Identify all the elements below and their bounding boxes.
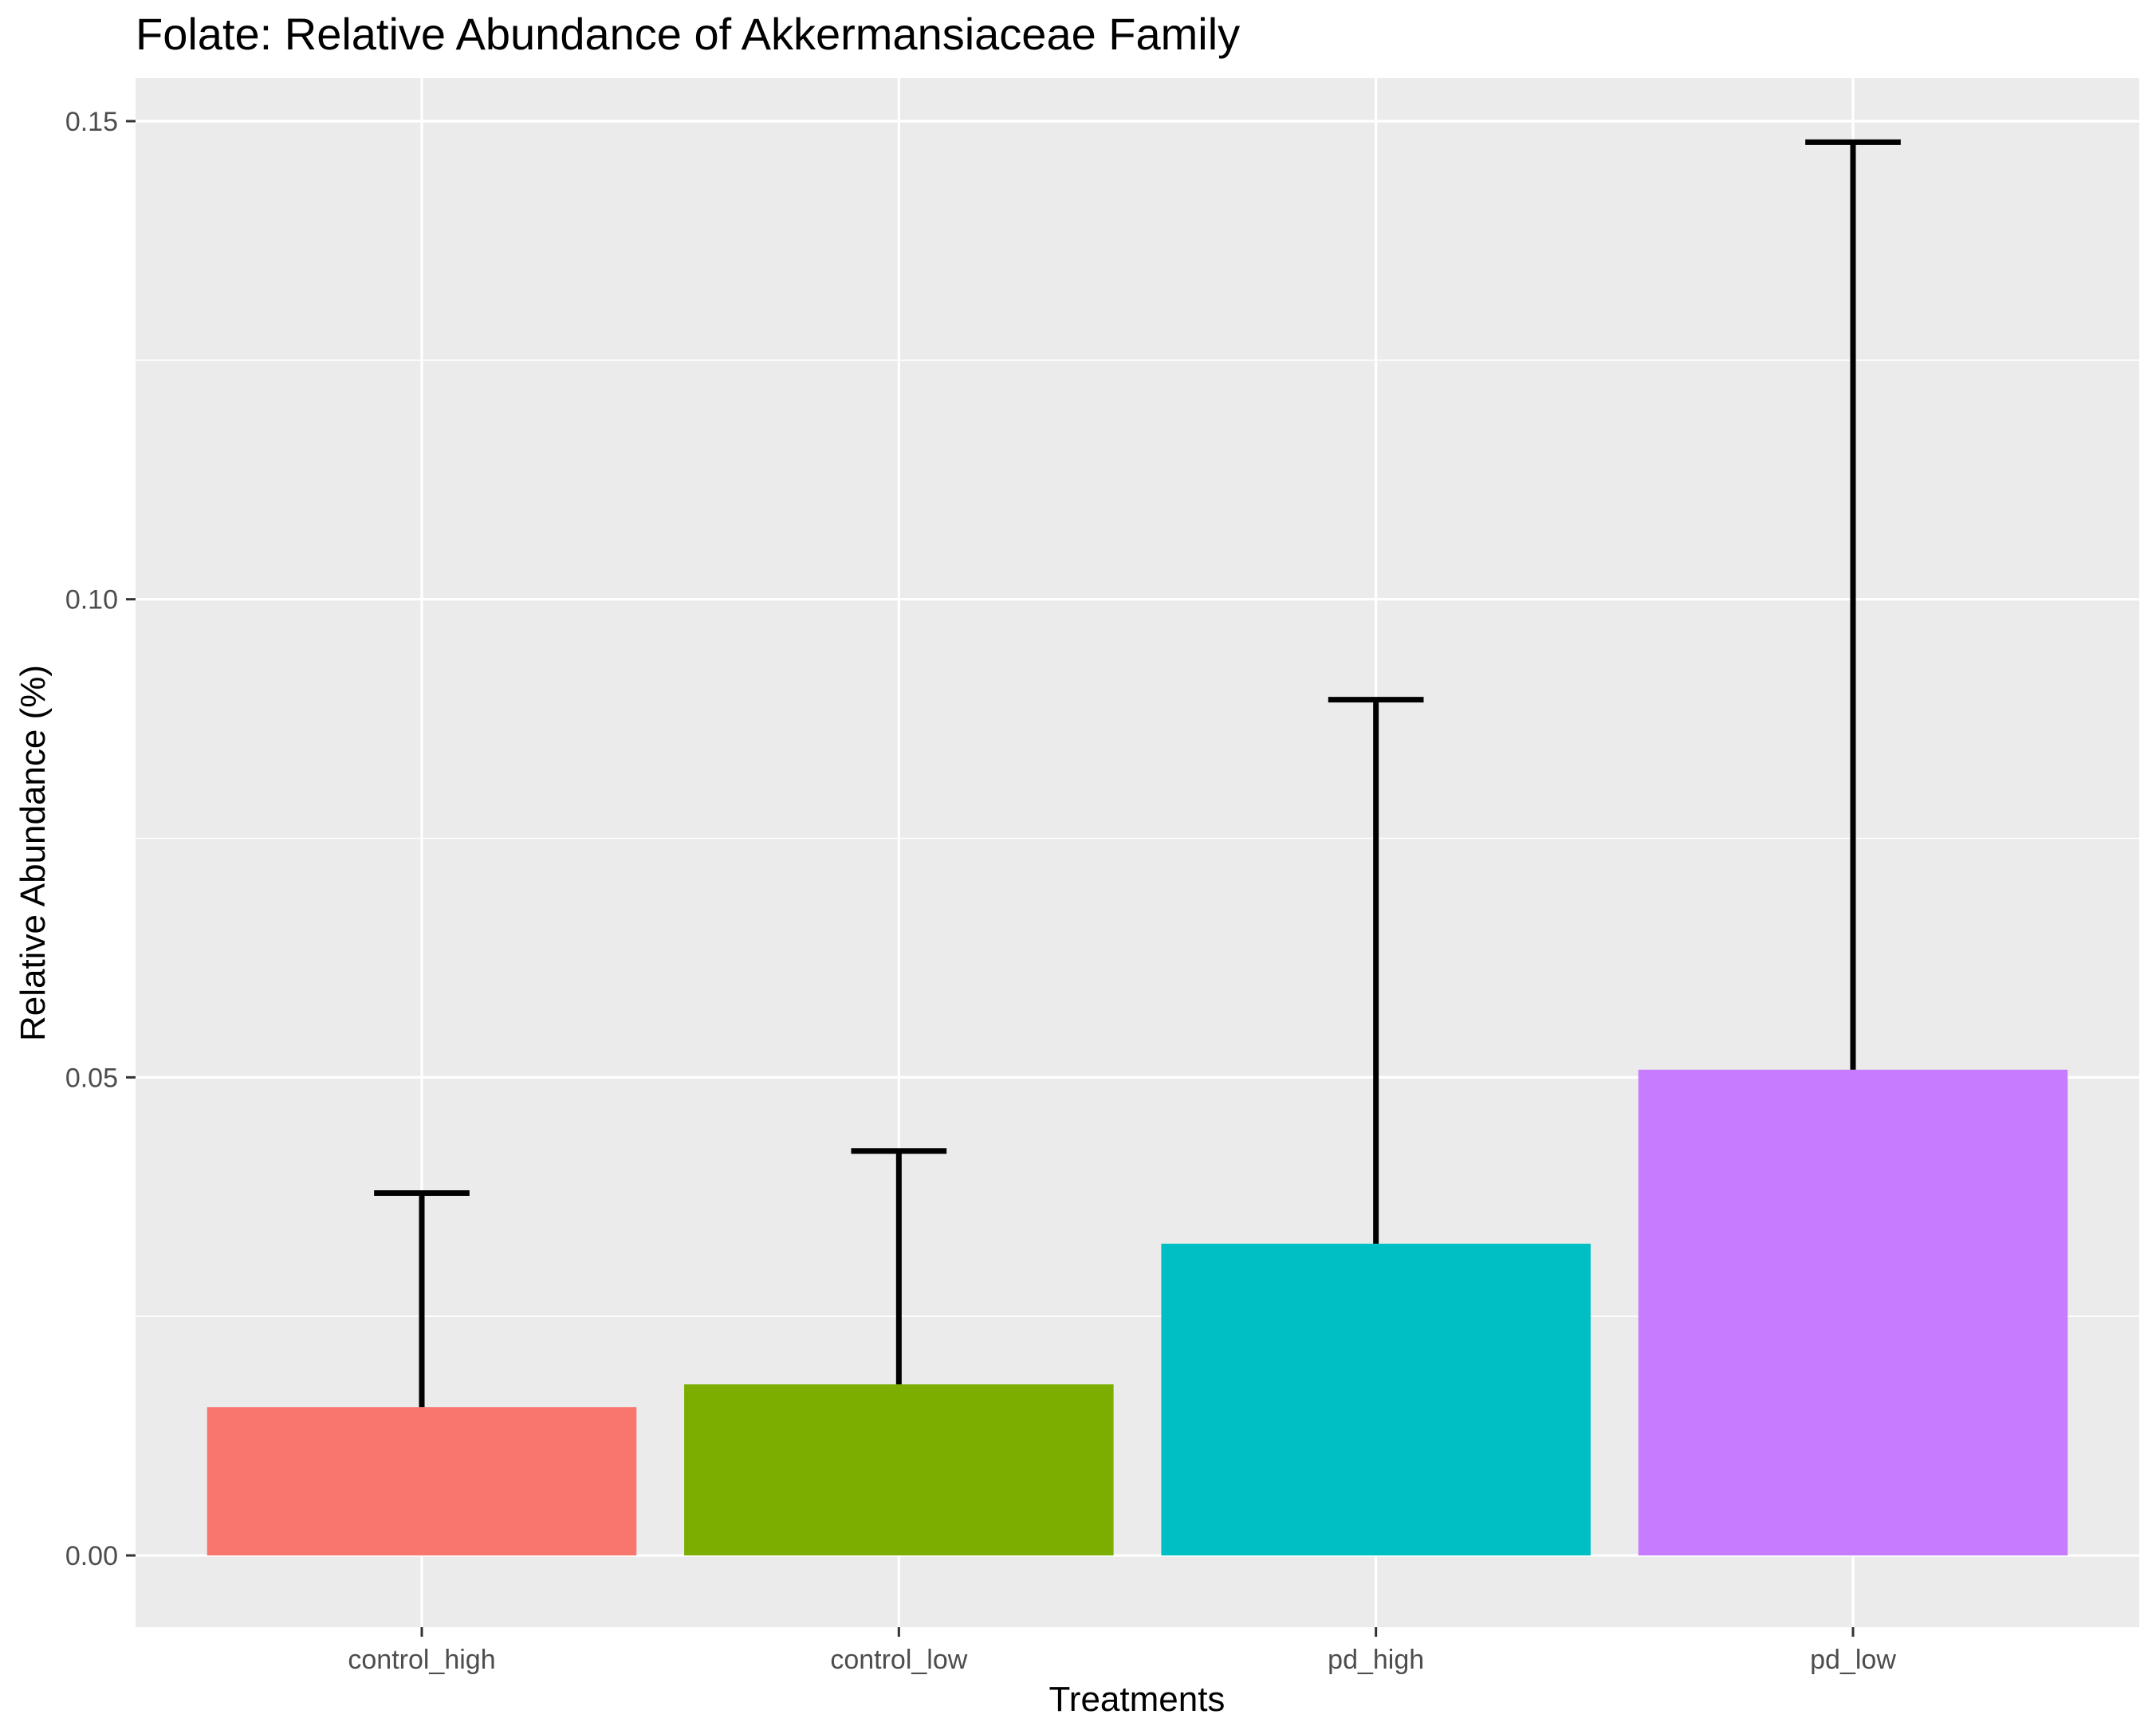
bar-pd_high	[1161, 1244, 1591, 1556]
y-axis: 0.00 0.05 0.10 0.15	[65, 107, 136, 1571]
bar-pd_low	[1638, 1069, 2068, 1556]
x-tick-label: control_high	[348, 1645, 495, 1675]
x-axis-title: Treatments	[1049, 1680, 1226, 1719]
y-tick-label: 0.10	[65, 585, 118, 615]
y-axis-title: Relative Abundance (%)	[14, 665, 53, 1041]
bar-control_high	[207, 1407, 637, 1556]
y-tick-label: 0.00	[65, 1541, 118, 1571]
x-tick-label: control_low	[830, 1645, 967, 1675]
y-tick-label: 0.15	[65, 107, 118, 137]
chart-title: Folate: Relative Abundance of Akkermansi…	[136, 9, 1240, 59]
x-axis: control_high control_low pd_high pd_low	[348, 1627, 1896, 1675]
error-bars	[374, 139, 1901, 1408]
x-tick-label: pd_high	[1328, 1645, 1424, 1675]
y-tick-label: 0.05	[65, 1063, 118, 1093]
bar-control_low	[684, 1384, 1114, 1556]
bars	[207, 1069, 2068, 1556]
x-tick-label: pd_low	[1810, 1645, 1896, 1675]
